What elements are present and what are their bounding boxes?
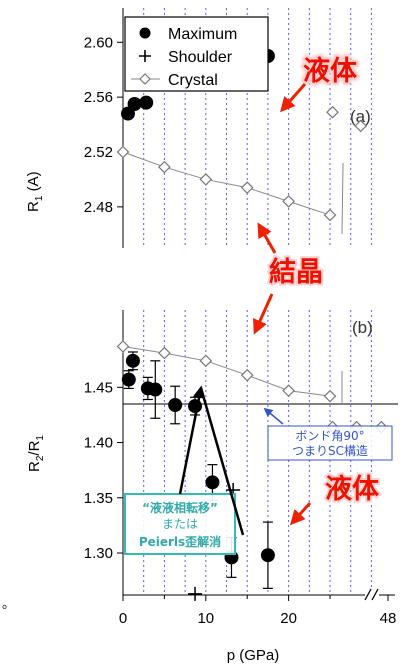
y-ticks-b: 1.45 1.40 1.35 1.30	[84, 379, 123, 562]
crystal-line	[122, 345, 331, 397]
stray-mark: 。	[2, 597, 15, 612]
maximum-point	[121, 372, 136, 387]
bond-angle-line2: つまりSC構造	[292, 444, 368, 458]
x-tick-label: 0	[119, 610, 127, 627]
legend-label-shoulder: Shoulder	[168, 49, 233, 66]
arrow-liquid-bottom	[289, 501, 312, 526]
y-tick-label: 1.35	[84, 490, 113, 507]
legend-label-crystal: Crystal	[168, 72, 218, 89]
panel-b-ylabel: R2/R1	[26, 435, 46, 472]
y-tick-label: 2.52	[84, 144, 113, 161]
y-tick-label: 2.60	[84, 34, 113, 51]
crystal-point	[282, 384, 295, 397]
legend-marker-crystal	[139, 73, 151, 85]
x-tick-label: 20	[280, 610, 297, 627]
crystal-line	[122, 151, 331, 216]
bond-angle-line1: ボンド角90°	[295, 429, 364, 443]
annotation-liquid-bottom: 液体	[289, 472, 382, 526]
crystal-point	[158, 160, 171, 174]
legend-label-maximum: Maximum	[168, 26, 237, 43]
crystal-jump-line-a	[341, 162, 344, 235]
x-axis-label: p (GPa)	[227, 647, 280, 664]
y-tick-label: 2.56	[84, 89, 113, 106]
crystal-point	[354, 119, 368, 133]
y-ticks-a: 2.60 2.56 2.52 2.48	[84, 34, 123, 216]
legend-marker-shoulder	[139, 50, 151, 62]
x-tick-label: 10	[197, 610, 214, 627]
transition-line3: Peierls歪解消	[139, 534, 221, 549]
svg-text:液体: 液体	[303, 56, 358, 87]
annotation-crystal: 結晶	[253, 222, 325, 335]
transition-line1: “液液相転移”	[142, 500, 218, 515]
annotation-bond-angle: ボンド角90° つまりSC構造	[263, 407, 393, 461]
panel-b-label: (b)	[352, 318, 373, 337]
panel-a-label: (a)	[350, 107, 371, 126]
series-b	[116, 340, 388, 601]
transition-box	[124, 493, 236, 555]
y-tick-label: 1.45	[84, 379, 113, 396]
crystal-point	[199, 354, 213, 368]
x-tick-label: 48	[380, 610, 397, 627]
maximum-point	[168, 398, 183, 412]
y-tick-label: 1.40	[84, 435, 113, 452]
maximum-point	[205, 475, 220, 490]
legend-marker-maximum	[139, 27, 151, 39]
crystal-point	[240, 181, 254, 195]
annotation-transition: “液液相転移” または Peierls歪解消	[124, 385, 245, 555]
crystal-point	[282, 195, 295, 208]
maximum-point	[125, 353, 140, 368]
crystal-point	[240, 368, 254, 382]
arrow-liquid-top	[280, 83, 307, 113]
maximum-point	[148, 382, 163, 397]
axis-break	[364, 587, 379, 601]
maximum-point	[260, 548, 275, 563]
maximum-point	[188, 399, 203, 414]
crystal-point	[158, 346, 171, 360]
crystal-point	[116, 145, 130, 159]
annotation-liquid-top: 液体	[280, 54, 360, 113]
crystal-point	[323, 389, 337, 403]
crystal-point	[116, 340, 130, 353]
transition-line2: または	[162, 517, 198, 531]
y-tick-label: 2.48	[84, 199, 113, 216]
arrow-transition-left	[178, 385, 206, 495]
arrow-transition-right	[199, 387, 245, 536]
crystal-point	[199, 173, 213, 186]
bond-angle-box	[267, 425, 393, 461]
arrow-crystal-up	[257, 222, 277, 254]
y-tick-label: 1.30	[84, 545, 113, 562]
maximum-point	[139, 95, 154, 110]
crystal-point	[323, 208, 337, 222]
svg-text:結晶: 結晶	[269, 256, 323, 288]
arrow-bond-angle	[263, 407, 284, 425]
panel-a-ylabel: R1 (A)	[25, 171, 45, 212]
x-ticks-b: 0 10 20 48	[119, 595, 397, 627]
svg-text:液体: 液体	[325, 474, 380, 505]
legend: Maximum Shoulder Crystal	[124, 16, 269, 92]
crystal-point	[326, 105, 339, 119]
maximum-point	[127, 97, 142, 111]
arrow-crystal-down	[253, 293, 274, 335]
shoulder-point	[188, 586, 203, 601]
